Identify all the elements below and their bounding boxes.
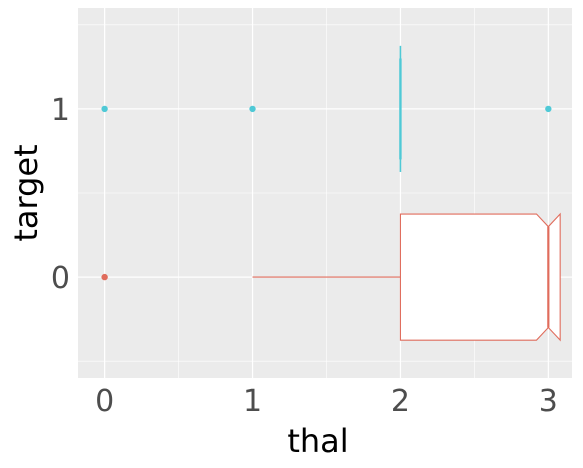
box-group-target-1 [101, 45, 552, 172]
outlier-point [545, 105, 552, 113]
y-tick-label: 1 [51, 93, 70, 128]
y-tick-label: 0 [51, 261, 70, 296]
tick-labels: 0 1 2 3 0 1 [51, 93, 558, 419]
x-tick-label: 2 [391, 384, 410, 419]
x-tick-label: 1 [243, 384, 262, 419]
outlier-point [101, 105, 108, 113]
outlier-point [101, 273, 108, 281]
x-axis-title: thal [287, 422, 348, 460]
x-tick-label: 0 [95, 384, 114, 419]
outlier-point [249, 105, 256, 113]
y-axis-title: target [7, 144, 45, 241]
box-group-target-0 [101, 212, 561, 342]
x-tick-label: 3 [539, 384, 558, 419]
marks [101, 45, 561, 342]
notched-box [399, 212, 561, 342]
